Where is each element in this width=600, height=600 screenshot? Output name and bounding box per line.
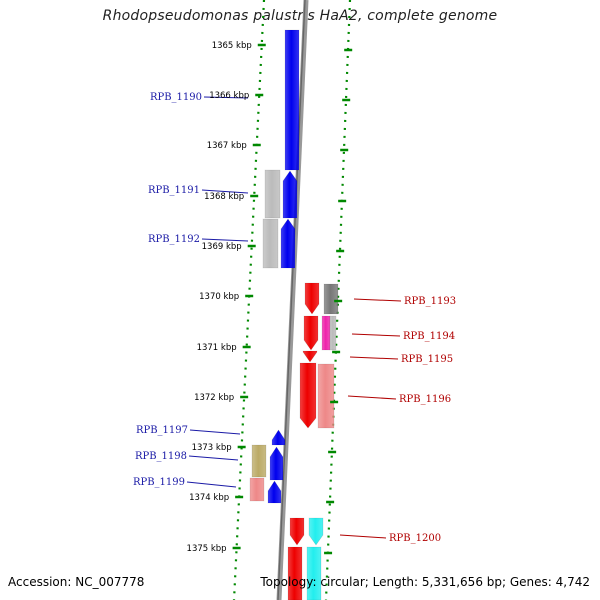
gene-label-reverse: RPB_1194 bbox=[403, 331, 455, 342]
gene-pink-large bbox=[317, 363, 335, 429]
gene-gray-1 bbox=[264, 169, 281, 219]
leader-line bbox=[347, 395, 397, 400]
leader-line bbox=[201, 238, 249, 242]
coordinate-ticks: 1365 kbp 1366 kbp 1367 kbp 1368 kbp 1369 kbp… bbox=[187, 41, 353, 555]
accession-text: Accession: NC_007778 bbox=[8, 575, 145, 589]
gene-label-forward: RPB_1191 bbox=[148, 185, 200, 196]
tick-label: 1365 kbp bbox=[212, 41, 252, 51]
map-title: Rhodopseudomonas palustris HaA2, complet… bbox=[102, 8, 498, 24]
genome-backbone bbox=[276, 0, 309, 600]
leader-line bbox=[186, 481, 237, 488]
tick-label: 1370 kbp bbox=[199, 292, 239, 302]
gene-label-forward: RPB_1199 bbox=[133, 477, 185, 488]
gene-rpb-1200 bbox=[289, 517, 305, 546]
tick-label: 1366 kbp bbox=[209, 91, 249, 101]
tick-label: 1369 kbp bbox=[202, 242, 242, 252]
gene-label-reverse: RPB_1193 bbox=[404, 296, 456, 307]
gene-label-forward: RPB_1197 bbox=[136, 425, 188, 436]
gene-rpb-1197 bbox=[271, 429, 286, 446]
gene-label-reverse: RPB_1200 bbox=[389, 533, 441, 544]
gene-rpb-1196 bbox=[299, 362, 317, 429]
gene-olive bbox=[251, 444, 267, 478]
gene-labels: RPB_1190 RPB_1191 RPB_1192 RPB_1197 RPB_1198… bbox=[133, 92, 456, 544]
leader-line bbox=[351, 333, 401, 337]
gene-rpb-1194 bbox=[303, 315, 319, 351]
gene-pink-small bbox=[249, 477, 265, 502]
gene-label-forward: RPB_1190 bbox=[150, 92, 202, 103]
gene-cyan-tail bbox=[306, 546, 322, 600]
tick-label: 1372 kbp bbox=[194, 393, 234, 403]
gene-gray-2 bbox=[262, 218, 279, 269]
gene-rpb-1190 bbox=[284, 29, 300, 171]
leader-line bbox=[188, 455, 239, 461]
leader-line bbox=[339, 534, 387, 539]
genome-summary-text: Topology: circular; Length: 5,331,656 bp… bbox=[260, 575, 590, 589]
tick-label: 1371 kbp bbox=[197, 343, 237, 353]
gene-rpb-1191 bbox=[282, 170, 298, 219]
tick-label: 1374 kbp bbox=[189, 493, 229, 503]
gene-label-forward: RPB_1198 bbox=[135, 451, 187, 462]
leader-line bbox=[353, 298, 402, 302]
tick-label: 1368 kbp bbox=[204, 192, 244, 202]
tick-label: 1375 kbp bbox=[187, 544, 227, 554]
gene-magenta bbox=[321, 315, 331, 351]
tick-label: 1373 kbp bbox=[192, 443, 232, 453]
gene-label-reverse: RPB_1196 bbox=[399, 394, 451, 405]
gene-red-tail bbox=[287, 546, 303, 600]
gene-label-forward: RPB_1192 bbox=[148, 234, 200, 245]
gene-rpb-1199 bbox=[267, 480, 282, 504]
gene-rpb-1195 bbox=[302, 350, 318, 363]
gene-cyan bbox=[308, 517, 324, 546]
leader-line bbox=[201, 189, 249, 194]
genome-backbone-edge bbox=[277, 0, 306, 600]
gene-dark-gray bbox=[323, 283, 339, 315]
gene-rpb-1198 bbox=[269, 446, 284, 481]
gene-gray-3 bbox=[329, 315, 337, 351]
label-leader-lines bbox=[186, 96, 402, 539]
leader-line bbox=[189, 429, 241, 435]
gene-rpb-1192 bbox=[280, 218, 296, 269]
leader-line bbox=[349, 356, 399, 360]
gene-rpb-1193 bbox=[304, 282, 320, 315]
leader-line bbox=[203, 96, 249, 99]
gene-features bbox=[249, 0, 339, 600]
tick-label: 1367 kbp bbox=[207, 141, 247, 151]
gene-label-reverse: RPB_1195 bbox=[401, 354, 453, 365]
